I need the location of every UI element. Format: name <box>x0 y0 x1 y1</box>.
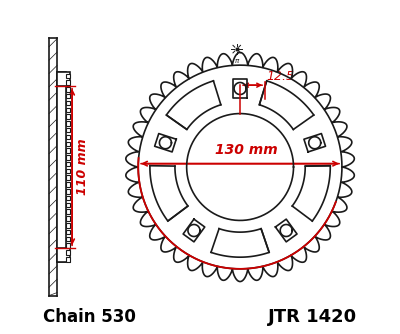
Bar <box>66 121 70 126</box>
Bar <box>66 128 70 132</box>
Bar <box>57 72 66 262</box>
Text: 130 mm: 130 mm <box>215 143 278 157</box>
Bar <box>66 216 70 221</box>
Bar <box>66 169 70 173</box>
Bar <box>66 257 70 262</box>
Bar <box>66 94 70 98</box>
Bar <box>66 101 70 105</box>
Bar <box>66 148 70 153</box>
Bar <box>66 203 70 207</box>
Text: JTR 1420: JTR 1420 <box>268 308 357 326</box>
Bar <box>57 248 70 262</box>
Bar <box>66 223 70 227</box>
Bar <box>66 175 70 180</box>
Bar <box>66 189 70 193</box>
Text: Chain 530: Chain 530 <box>43 308 136 326</box>
Bar <box>66 182 70 187</box>
Bar <box>66 209 70 214</box>
Bar <box>66 87 70 92</box>
Bar <box>57 72 70 86</box>
Bar <box>66 162 70 166</box>
Bar <box>66 250 70 255</box>
Text: 110 mm: 110 mm <box>76 139 89 195</box>
Bar <box>66 243 70 248</box>
Bar <box>66 108 70 112</box>
Bar <box>66 155 70 160</box>
Bar <box>66 142 70 146</box>
Bar <box>66 237 70 241</box>
Bar <box>66 230 70 234</box>
Text: 12.5: 12.5 <box>267 70 295 84</box>
Bar <box>66 73 70 78</box>
Bar <box>66 196 70 200</box>
Bar <box>66 114 70 119</box>
Text: $\pi$: $\pi$ <box>234 57 240 65</box>
Bar <box>66 80 70 85</box>
Bar <box>66 135 70 139</box>
